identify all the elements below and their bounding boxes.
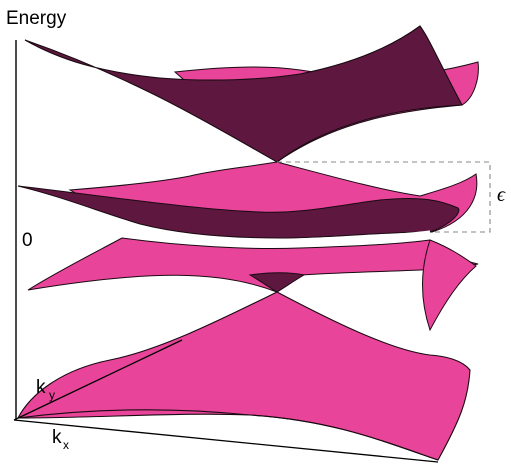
gap-dashed-bracket xyxy=(277,161,491,233)
lower-band-surface xyxy=(17,291,471,461)
lower-cone-tip xyxy=(248,272,306,293)
svg-text:k: k xyxy=(52,427,62,448)
kx-axis xyxy=(13,419,439,463)
gap-epsilon-label: ϵ xyxy=(497,184,506,206)
kx-axis-label: k x xyxy=(52,427,69,452)
ky-axis xyxy=(13,339,183,421)
zero-tick-label: 0 xyxy=(22,230,33,251)
middle-lower-sheet-shadow xyxy=(422,239,477,332)
svg-text:y: y xyxy=(49,388,55,402)
energy-axis-label: Energy xyxy=(6,8,67,29)
gap-highlight-line xyxy=(121,230,431,243)
middle-upper-sheet-dark xyxy=(17,185,460,239)
middle-lower-sheet xyxy=(27,237,479,293)
svg-text:k: k xyxy=(36,377,46,398)
svg-text:x: x xyxy=(63,438,69,452)
ky-axis-label: k y xyxy=(36,377,55,402)
lower-band-front-edge xyxy=(17,409,439,461)
upper-band-surface xyxy=(24,25,463,163)
